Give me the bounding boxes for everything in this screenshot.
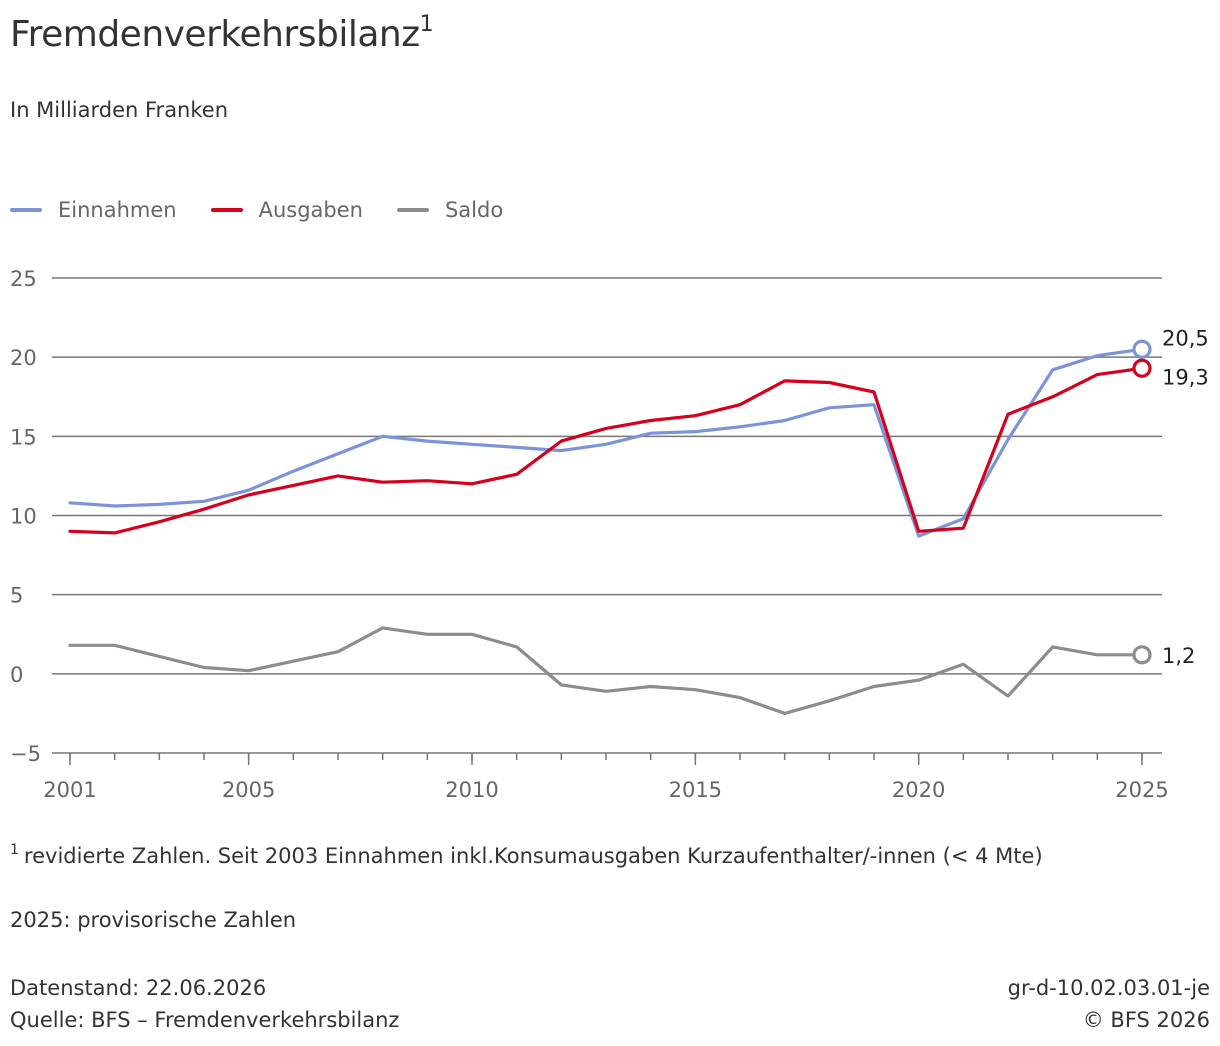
- end-marker-ausgaben: [1132, 358, 1152, 378]
- footnote-text: revidierte Zahlen. Seit 2003 Einnahmen i…: [23, 844, 1043, 868]
- legend-swatch-saldo: [396, 208, 429, 212]
- chart-code: gr-d-10.02.03.01-je: [1007, 976, 1210, 1000]
- x-tick-label: 2010: [445, 778, 498, 802]
- legend-label-einnahmen: Einnahmen: [58, 198, 177, 222]
- x-axis-ticks: 2001 2005 2010 2015 2020 2025: [43, 753, 1169, 802]
- footnote-marker: 1: [10, 842, 19, 858]
- x-tick-label: 2025: [1115, 778, 1168, 802]
- end-markers: 20,5 19,3 1,2: [1132, 326, 1209, 668]
- y-axis-ticks: 25 20 15 10 5 0 −5: [10, 267, 41, 766]
- legend-item-ausgaben[interactable]: Ausgaben: [210, 198, 363, 222]
- series-line-einnahmen: [68, 347, 1144, 538]
- y-tick-label: 15: [10, 425, 37, 449]
- y-tick-label: −5: [10, 742, 41, 766]
- x-tick-label: 2001: [43, 778, 96, 802]
- legend-label-saldo: Saldo: [444, 198, 504, 222]
- series-line-saldo: [68, 626, 1144, 715]
- series-line-ausgaben: [68, 366, 1144, 535]
- end-marker-saldo: [1132, 645, 1152, 665]
- legend-item-saldo[interactable]: Saldo: [396, 198, 504, 222]
- series-lines: [68, 347, 1144, 715]
- x-tick-label: 2005: [222, 778, 275, 802]
- legend: Einnahmen Ausgaben Saldo: [10, 198, 503, 222]
- grid-lines: [52, 277, 1162, 754]
- legend-swatch-ausgaben: [210, 208, 243, 212]
- legend-swatch-einnahmen: [10, 208, 42, 212]
- x-tick-label: 2020: [892, 778, 945, 802]
- source-info: Datenstand: 22.06.2026 Quelle: BFS – Fre…: [10, 972, 399, 1036]
- chart-subtitle: In Milliarden Franken: [10, 98, 229, 122]
- provisional-note: 2025: provisorische Zahlen: [10, 908, 297, 932]
- end-label-ausgaben: 19,3: [1162, 365, 1209, 389]
- y-tick-label: 10: [10, 505, 37, 529]
- chart-title: Fremdenverkehrsbilanz1: [10, 12, 434, 55]
- data-status: Datenstand: 22.06.2026: [10, 976, 267, 1000]
- end-label-einnahmen: 20,5: [1162, 326, 1209, 350]
- title-footnote-marker: 1: [419, 12, 434, 37]
- end-marker-einnahmen: [1132, 339, 1152, 359]
- y-tick-label: 0: [10, 663, 23, 687]
- chart-id-info: gr-d-10.02.03.01-je © BFS 2026: [1008, 972, 1210, 1036]
- y-tick-label: 20: [10, 346, 37, 370]
- end-label-saldo: 1,2: [1162, 644, 1195, 668]
- legend-label-ausgaben: Ausgaben: [258, 198, 363, 222]
- x-tick-label: 2015: [669, 778, 722, 802]
- footnote: 1 revidierte Zahlen. Seit 2003 Einnahmen …: [10, 842, 1043, 868]
- chart-title-text: Fremdenverkehrsbilanz: [10, 14, 420, 55]
- copyright: © BFS 2026: [1082, 1008, 1210, 1032]
- legend-item-einnahmen[interactable]: Einnahmen: [10, 198, 177, 222]
- source: Quelle: BFS – Fremdenverkehrsbilanz: [10, 1008, 400, 1032]
- y-tick-label: 25: [10, 267, 37, 291]
- y-tick-label: 5: [10, 584, 23, 608]
